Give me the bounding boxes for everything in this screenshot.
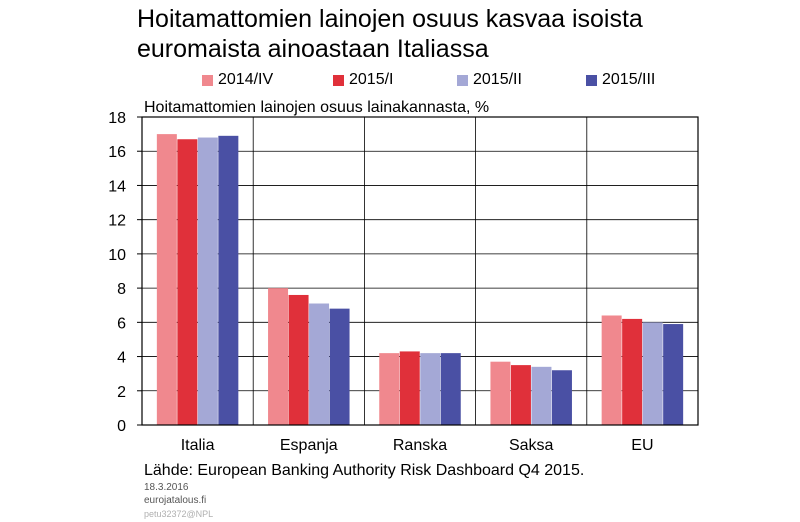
legend-label: 2014/IV <box>218 71 274 88</box>
bar <box>329 308 350 425</box>
legend-label: 2015/III <box>602 71 656 88</box>
bar <box>268 288 289 425</box>
y-tick-label: 0 <box>117 418 126 435</box>
y-tick-label: 2 <box>117 384 126 401</box>
bar <box>156 134 177 425</box>
legend-label: 2015/II <box>473 71 522 88</box>
bar <box>309 303 330 425</box>
bar <box>177 139 198 425</box>
bar <box>420 353 441 425</box>
bar <box>440 353 461 425</box>
x-tick-label: EU <box>631 437 653 454</box>
chart-legend: 2014/IV 2015/I 2015/II 2015/III <box>0 70 800 92</box>
bar <box>663 324 684 425</box>
bar <box>601 315 622 425</box>
y-axis-label: Hoitamattomien lainojen osuus lainakanna… <box>144 99 489 116</box>
legend-swatch <box>457 74 468 86</box>
bar <box>379 353 400 425</box>
y-tick-label: 4 <box>117 350 126 367</box>
x-tick-label: Italia <box>181 437 215 454</box>
y-tick-label: 6 <box>117 315 126 332</box>
footer-date: 18.3.2016 <box>144 482 189 493</box>
y-tick-label: 10 <box>108 247 126 264</box>
legend-item: 2015/III <box>586 70 655 90</box>
x-tick-label: Ranska <box>393 437 447 454</box>
legend-item: 2014/IV <box>202 70 273 90</box>
footer-code: petu32372@NPL <box>144 509 214 519</box>
y-tick-label: 14 <box>108 178 126 195</box>
bar <box>531 366 552 425</box>
y-tick-label: 18 <box>108 110 126 127</box>
x-tick-label: Saksa <box>509 437 554 454</box>
legend-label: 2015/I <box>349 71 394 88</box>
title-line-1: Hoitamattomien lainojen osuus kasvaa iso… <box>137 5 643 33</box>
legend-item: 2015/II <box>457 70 522 90</box>
y-tick-label: 16 <box>108 144 126 161</box>
y-tick-label: 12 <box>108 213 126 230</box>
chart-title: Hoitamattomien lainojen osuus kasvaa iso… <box>137 4 643 64</box>
bar <box>510 365 531 425</box>
bar <box>490 361 511 425</box>
y-tick-label: 8 <box>117 281 126 298</box>
bar <box>399 351 420 425</box>
source-note: Lähde: European Banking Authority Risk D… <box>144 462 585 479</box>
bar <box>288 294 309 425</box>
bar-chart: Hoitamattomien lainojen osuus lainakanna… <box>108 99 699 454</box>
footer-site: eurojatalous.fi <box>144 495 207 506</box>
legend-swatch <box>202 74 213 86</box>
bar <box>642 322 663 425</box>
legend-item: 2015/I <box>333 70 393 90</box>
x-tick-label: Espanja <box>280 437 338 454</box>
title-line-2: euromaista ainoastaan Italiassa <box>137 35 489 63</box>
bar <box>622 318 643 425</box>
plot-frame <box>141 116 699 426</box>
legend-swatch <box>586 74 597 86</box>
bar <box>551 370 572 425</box>
bar <box>218 135 239 426</box>
legend-swatch <box>333 74 344 86</box>
bar <box>197 137 218 426</box>
